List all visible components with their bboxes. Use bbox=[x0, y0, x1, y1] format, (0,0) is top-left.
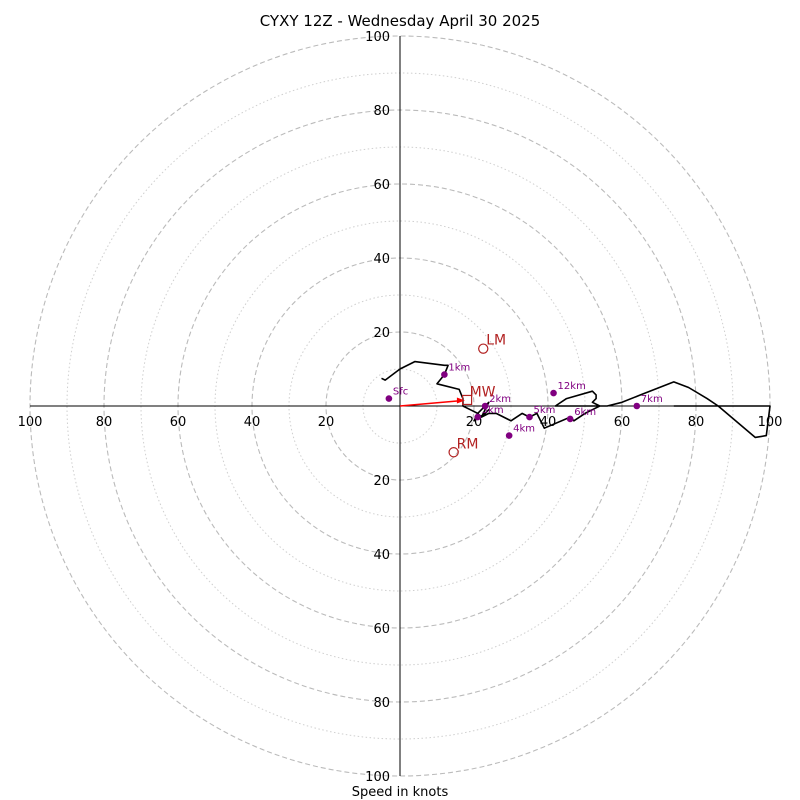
height-marker-label: 1km bbox=[448, 363, 470, 374]
height-marker-label: Sfc bbox=[393, 387, 408, 398]
tick-label-right: 80 bbox=[688, 415, 705, 430]
tick-label-top: 60 bbox=[373, 178, 390, 193]
height-marker-6km bbox=[566, 415, 574, 423]
tick-label-bottom: 20 bbox=[373, 474, 390, 489]
height-marker-label: 6km bbox=[574, 407, 596, 418]
tick-label-top: 40 bbox=[373, 252, 390, 267]
storm-motion-marker-RM bbox=[448, 447, 459, 458]
height-marker-12km bbox=[550, 389, 557, 397]
height-marker-7km bbox=[633, 402, 641, 410]
tick-label-left: 60 bbox=[170, 415, 187, 430]
tick-label-left: 40 bbox=[244, 415, 261, 430]
shear-vector bbox=[399, 397, 465, 407]
storm-motion-marker-MW bbox=[462, 394, 473, 406]
height-marker-label: 3km bbox=[482, 405, 504, 416]
storm-motions: LM MW RM bbox=[448, 333, 506, 458]
height-marker-1km bbox=[441, 371, 448, 378]
storm-motion-label: LM bbox=[486, 333, 506, 349]
tick-label-left: 80 bbox=[96, 415, 113, 430]
storm-motion-label: MW bbox=[470, 384, 496, 400]
hodograph-line bbox=[381, 360, 771, 439]
height-marker-label: 12km bbox=[558, 381, 586, 392]
tick-label-left: 20 bbox=[318, 415, 335, 430]
tick-label-bottom: 40 bbox=[373, 548, 390, 563]
tick-label-bottom: 100 bbox=[365, 770, 390, 785]
height-marker-label: 2km bbox=[489, 394, 511, 405]
tick-label-left: 100 bbox=[18, 415, 43, 430]
height-marker-label: 4km bbox=[513, 424, 535, 435]
storm-motion-marker-LM bbox=[478, 343, 489, 354]
chart-title: CYXY 12Z - Wednesday April 30 2025 bbox=[260, 12, 541, 30]
height-marker-Sfc bbox=[385, 395, 393, 402]
shear-vector-arrowhead bbox=[456, 397, 465, 404]
hodograph-trace bbox=[381, 360, 771, 439]
height-marker-label: 5km bbox=[534, 405, 556, 416]
tick-label-right: 60 bbox=[614, 415, 631, 430]
height-marker-5km bbox=[526, 413, 533, 421]
tick-label-bottom: 60 bbox=[373, 622, 390, 637]
height-marker-4km bbox=[505, 432, 513, 439]
x-axis-label: Speed in knots bbox=[352, 785, 449, 800]
height-marker-2km bbox=[481, 402, 489, 410]
shear-vector-line bbox=[399, 399, 463, 407]
tick-label-top: 80 bbox=[373, 104, 390, 119]
height-marker-3km bbox=[474, 413, 482, 421]
tick-label-top: 20 bbox=[373, 326, 390, 341]
storm-motion-label: RM bbox=[457, 436, 479, 452]
height-marker-label: 7km bbox=[641, 394, 663, 405]
tick-label-bottom: 80 bbox=[373, 696, 390, 711]
tick-label-right: 100 bbox=[758, 415, 783, 430]
tick-label-top: 100 bbox=[365, 30, 390, 45]
